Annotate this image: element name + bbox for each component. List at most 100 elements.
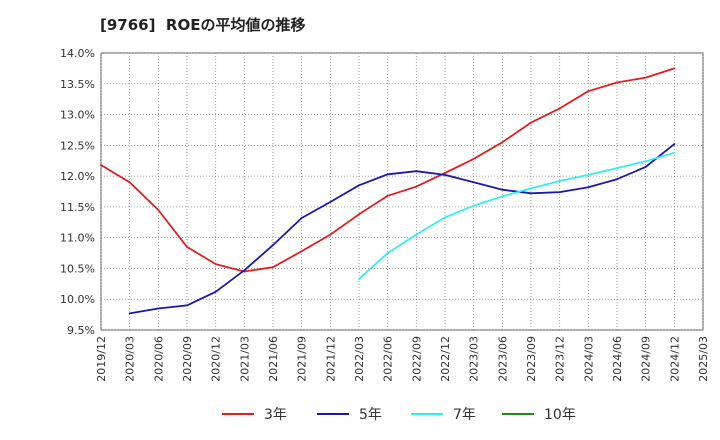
data-point (386, 173, 389, 176)
data-point (386, 252, 389, 255)
data-point (100, 164, 102, 166)
legend[interactable]: 3年 5年 7年 10年 (222, 407, 576, 423)
data-point (415, 233, 418, 236)
data-point (472, 181, 475, 184)
data-point (644, 166, 647, 168)
data-point (186, 304, 188, 307)
y-tick-label: 10.5% (60, 262, 95, 275)
series-line (358, 151, 676, 280)
data-point (472, 158, 475, 160)
x-tick-label: 2024/06 (611, 336, 624, 382)
x-tick-label: 2022/06 (382, 336, 395, 382)
data-point (415, 170, 418, 173)
data-point (358, 278, 360, 280)
x-tick-label: 2020/12 (210, 336, 223, 382)
legend-label: 10年 (544, 407, 576, 423)
data-point (157, 307, 160, 310)
data-point (587, 174, 590, 176)
y-axis-ticks: 9.5% 10.0% 10.5% 11.0% 11.5% 12.0% 12.5% 13.0% 1… (60, 47, 95, 337)
x-tick-label: 2025/03 (697, 336, 710, 382)
x-tick-label: 2024/12 (668, 336, 681, 382)
data-point (616, 178, 618, 181)
x-tick-label: 2023/09 (525, 336, 538, 382)
data-point (444, 216, 446, 219)
data-point (386, 194, 389, 197)
data-point (501, 141, 504, 144)
data-point (444, 172, 446, 174)
data-point (501, 195, 504, 198)
x-tick-label: 2022/09 (410, 336, 423, 382)
data-point (616, 167, 618, 170)
data-point (358, 184, 360, 187)
data-point (243, 269, 246, 272)
x-tick-label: 2019/12 (95, 336, 108, 382)
y-tick-label: 11.5% (60, 201, 95, 214)
data-point (157, 209, 160, 211)
data-point (472, 204, 475, 207)
data-point (587, 186, 590, 189)
legend-label: 5年 (359, 407, 382, 423)
data-point (530, 187, 532, 190)
data-point (644, 76, 647, 79)
data-point (616, 81, 618, 84)
data-point (300, 217, 303, 219)
data-point (214, 263, 217, 265)
grid-lines (100, 52, 704, 331)
series-lines (100, 67, 676, 315)
chart-title: [9766] ROEの平均値の推移 (100, 16, 306, 34)
series-line (128, 143, 676, 315)
y-tick-label: 13.5% (60, 78, 95, 91)
legend-item[interactable]: 10年 (502, 407, 576, 423)
x-tick-label: 2024/09 (640, 336, 653, 382)
x-tick-label: 2022/03 (353, 336, 366, 382)
y-tick-label: 12.5% (60, 139, 95, 152)
x-tick-label: 2021/12 (324, 336, 337, 382)
x-tick-label: 2021/03 (238, 336, 251, 382)
data-point (530, 192, 532, 195)
data-point (501, 188, 504, 191)
y-tick-label: 10.0% (60, 293, 95, 306)
x-tick-label: 2020/09 (181, 336, 194, 382)
data-point (673, 151, 676, 154)
data-point (300, 250, 303, 253)
y-tick-label: 11.0% (60, 232, 95, 245)
data-point (673, 143, 676, 146)
data-point (558, 191, 561, 194)
data-point (329, 201, 332, 203)
x-tick-label: 2021/09 (296, 336, 309, 382)
x-tick-label: 2023/12 (554, 336, 567, 382)
y-tick-label: 14.0% (60, 47, 95, 60)
data-point (186, 246, 188, 248)
y-tick-label: 9.5% (67, 324, 95, 337)
data-point (415, 185, 418, 188)
data-point (272, 244, 274, 247)
data-point (644, 160, 647, 163)
y-tick-label: 13.0% (60, 109, 95, 122)
data-point (358, 213, 360, 216)
data-point (673, 67, 676, 70)
legend-label: 7年 (453, 407, 476, 423)
data-point (214, 290, 217, 293)
data-point (587, 90, 590, 93)
data-point (128, 312, 131, 315)
data-point (444, 174, 446, 176)
x-tick-label: 2020/03 (124, 336, 137, 382)
x-tick-label: 2022/12 (439, 336, 452, 382)
x-tick-label: 2021/06 (267, 336, 280, 382)
x-tick-label: 2023/06 (496, 336, 509, 382)
legend-item[interactable]: 3年 (222, 407, 287, 423)
data-point (530, 121, 532, 124)
x-tick-label: 2024/03 (582, 336, 595, 382)
legend-item[interactable]: 7年 (411, 407, 476, 423)
legend-item[interactable]: 5年 (317, 407, 382, 423)
data-point (128, 181, 131, 184)
x-tick-label: 2023/03 (468, 336, 481, 382)
data-point (558, 180, 561, 182)
x-tick-label: 2020/06 (152, 336, 165, 382)
x-axis-ticks: 2019/12 2020/03 2020/06 2020/09 2020/12 2021/… (95, 336, 710, 382)
data-point (558, 107, 561, 110)
legend-label: 3年 (264, 407, 287, 423)
data-point (329, 233, 332, 236)
data-point (272, 266, 274, 269)
